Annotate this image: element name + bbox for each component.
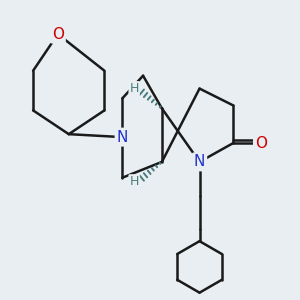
Text: H: H — [130, 175, 139, 188]
Text: N: N — [117, 130, 128, 145]
Text: H: H — [130, 82, 139, 95]
Text: N: N — [194, 154, 205, 169]
Text: O: O — [52, 27, 64, 42]
Text: O: O — [255, 136, 267, 151]
